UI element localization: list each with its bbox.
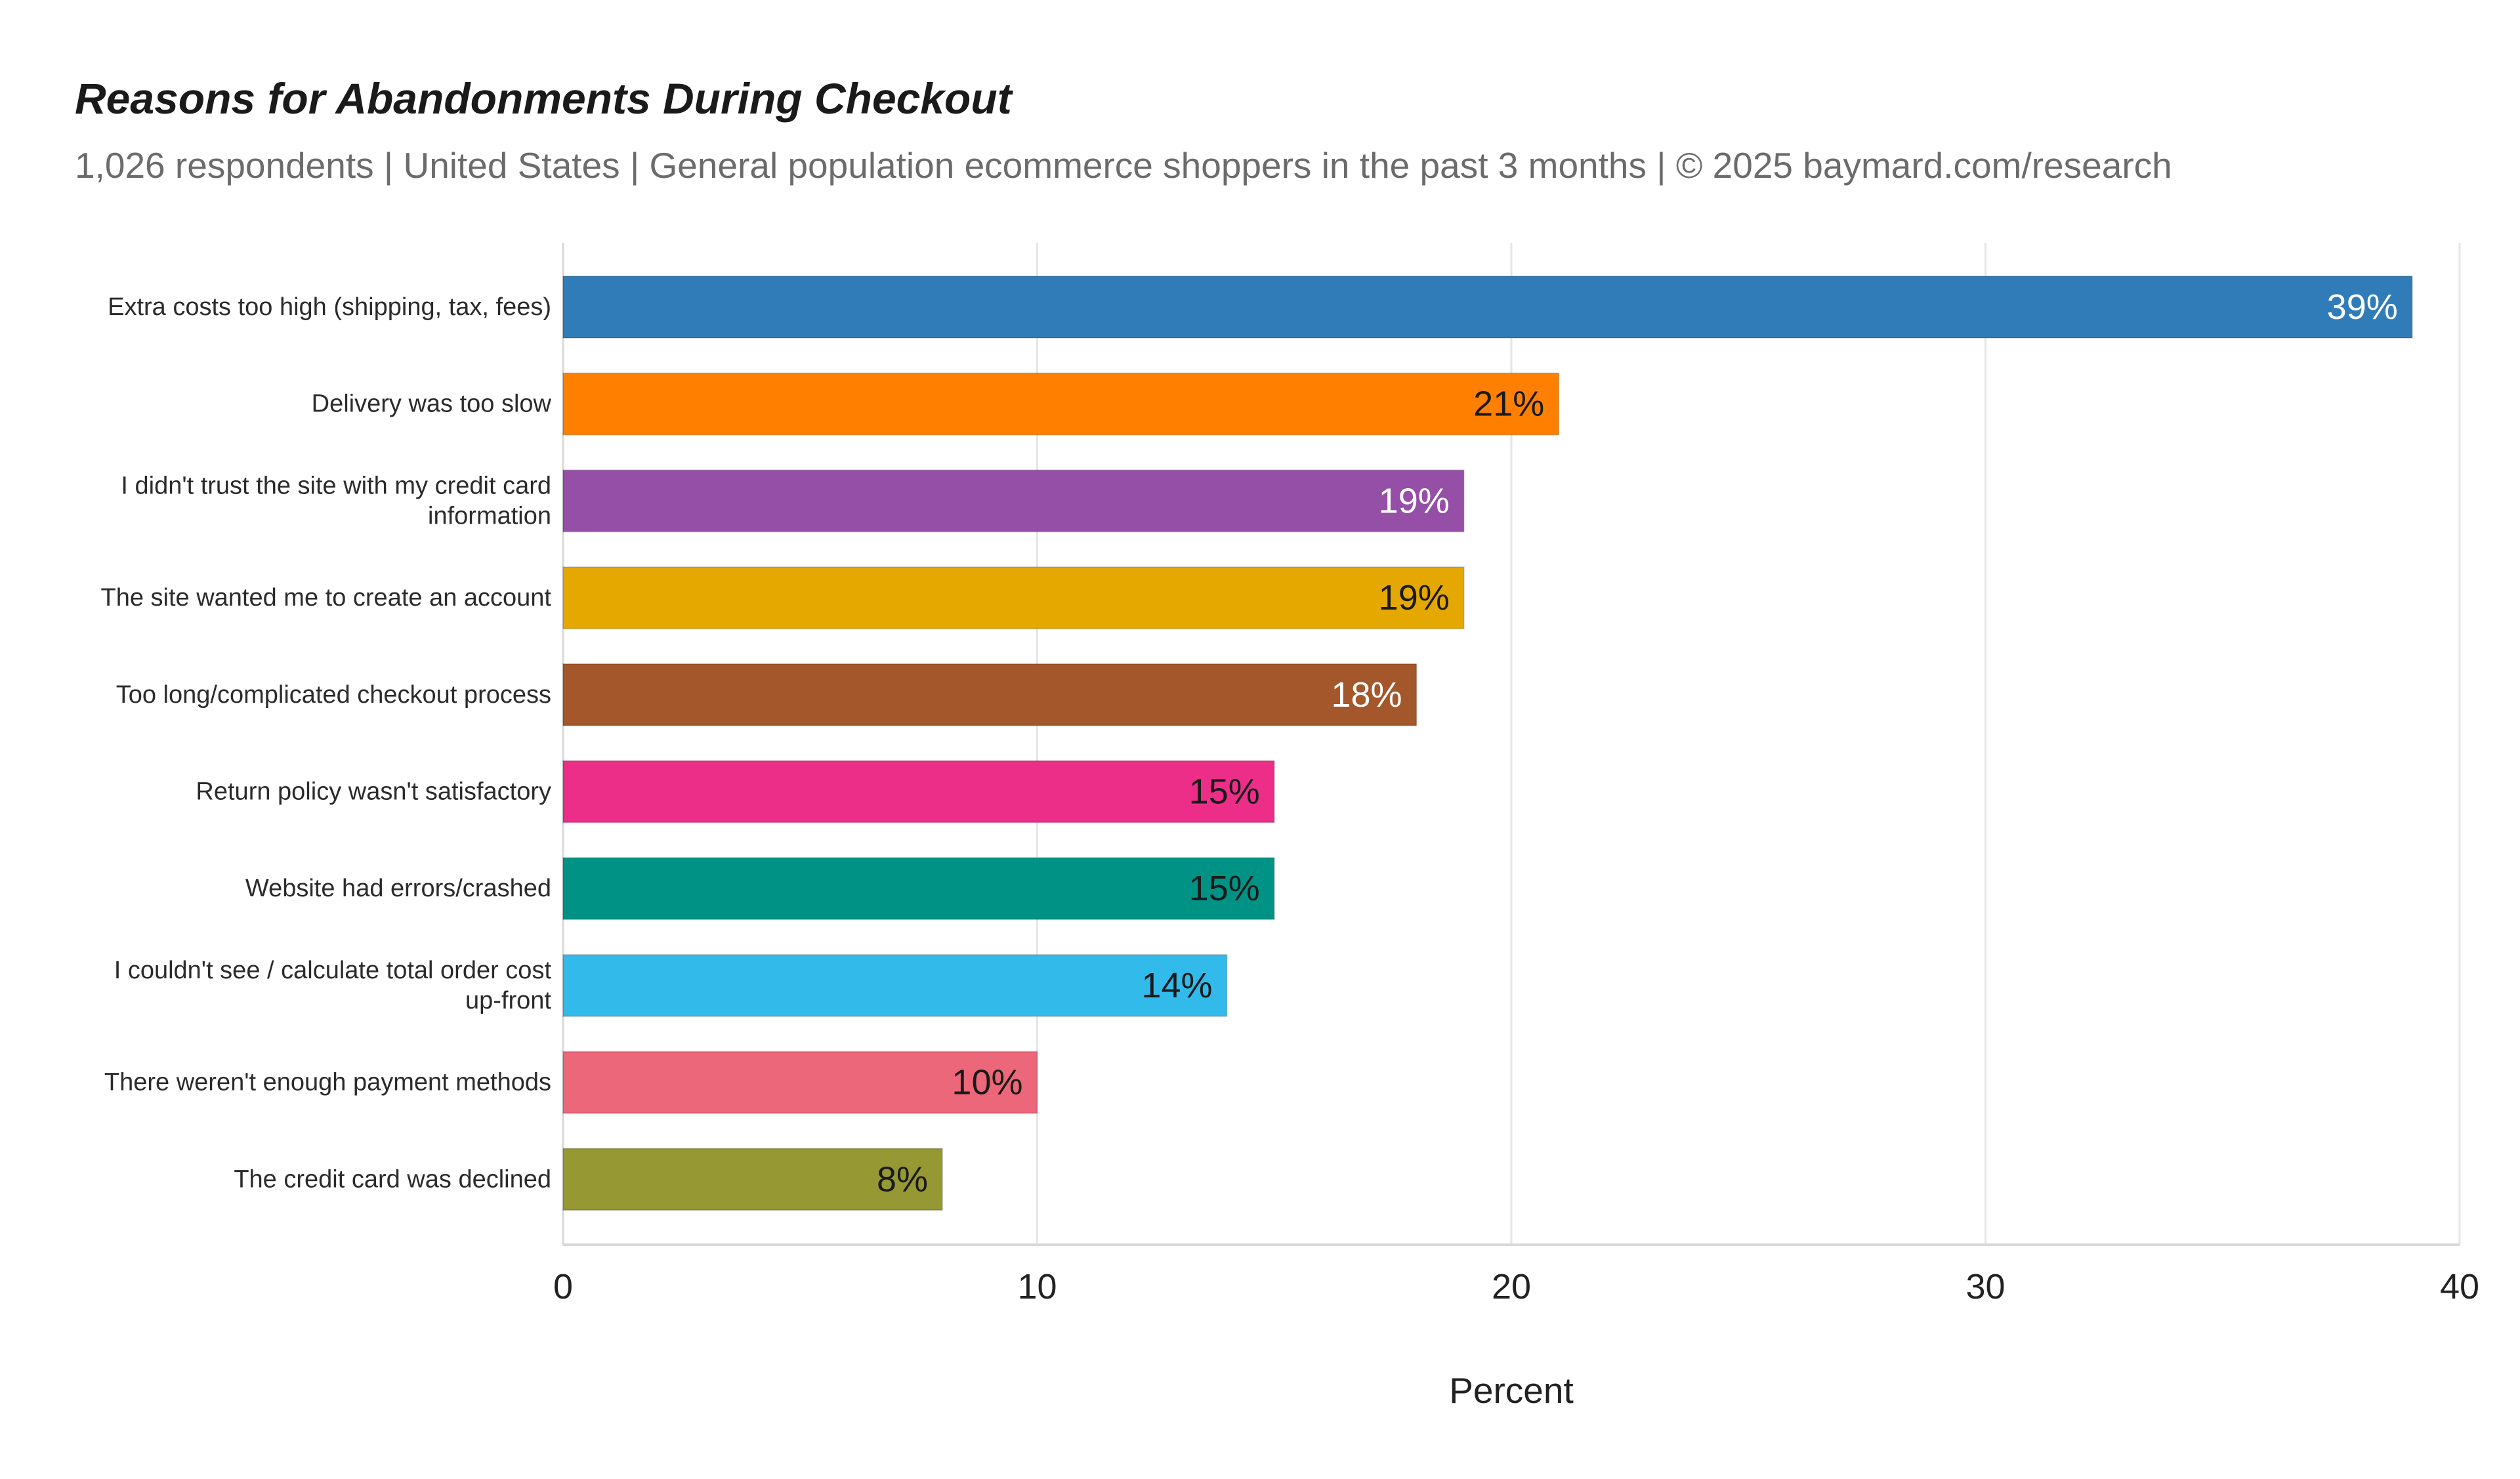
category-label-2: Delivery was too slow	[312, 390, 552, 418]
category-label-line: The credit card was declined	[234, 1165, 551, 1193]
category-label-line: Delivery was too slow	[312, 390, 552, 418]
bar-value-label-5: 18%	[1331, 675, 1402, 715]
bar-value-label-9: 10%	[952, 1063, 1022, 1102]
category-label-line: Too long/complicated checkout process	[116, 681, 551, 709]
bar-value-label-3: 19%	[1379, 481, 1450, 520]
bar-value-label-10: 8%	[877, 1159, 928, 1199]
bar-4	[562, 566, 1465, 630]
x-tick-label-10: 10	[1017, 1267, 1057, 1306]
category-label-line: Return policy wasn't satisfactory	[196, 778, 551, 806]
category-label-6: Return policy wasn't satisfactory	[196, 778, 551, 806]
bar-3	[562, 469, 1465, 533]
bar-6	[562, 760, 1275, 823]
category-label-9: There weren't enough payment methods	[104, 1069, 551, 1096]
x-tick-label-20: 20	[1492, 1267, 1531, 1306]
category-label-line: I didn't trust the site with my credit c…	[121, 472, 551, 499]
category-label-3: I didn't trust the site with my credit c…	[121, 472, 551, 530]
bar-value-label-1: 39%	[2327, 287, 2398, 327]
chart-title: Reasons for Abandonments During Checkout	[75, 74, 1012, 123]
category-label-line: up-front	[465, 987, 551, 1014]
category-label-line: Extra costs too high (shipping, tax, fee…	[108, 293, 551, 321]
bar-value-label-2: 21%	[1473, 385, 1544, 424]
bar-7	[562, 857, 1275, 921]
bar-value-label-8: 14%	[1141, 966, 1212, 1005]
bar-8	[562, 953, 1228, 1017]
bar-value-label-7: 15%	[1189, 869, 1260, 908]
bar-2	[562, 372, 1560, 436]
category-label-5: Too long/complicated checkout process	[116, 681, 551, 709]
chart-subtitle: 1,026 respondents | United States | Gene…	[75, 145, 2172, 186]
x-axis-title: Percent	[1449, 1370, 1574, 1411]
category-label-line: The site wanted me to create an account	[100, 584, 551, 612]
bar-5	[562, 663, 1418, 726]
category-label-line: information	[428, 502, 551, 530]
category-label-8: I couldn't see / calculate total order c…	[114, 957, 552, 1014]
category-label-1: Extra costs too high (shipping, tax, fee…	[108, 293, 551, 321]
bar-value-label-4: 19%	[1379, 578, 1450, 617]
x-tick-label-30: 30	[1965, 1267, 2005, 1306]
category-label-line: I couldn't see / calculate total order c…	[114, 957, 552, 984]
bar-9	[562, 1051, 1038, 1114]
category-label-line: There weren't enough payment methods	[104, 1069, 551, 1096]
x-tick-label-0: 0	[553, 1267, 573, 1306]
category-label-line: Website had errors/crashed	[245, 875, 551, 902]
category-label-7: Website had errors/crashed	[245, 875, 551, 902]
category-label-10: The credit card was declined	[234, 1165, 551, 1193]
bar-1	[562, 276, 2413, 339]
category-label-4: The site wanted me to create an account	[100, 584, 551, 612]
x-tick-label-40: 40	[2440, 1267, 2479, 1306]
bar-value-label-6: 15%	[1189, 772, 1260, 812]
bar-10	[562, 1148, 943, 1211]
